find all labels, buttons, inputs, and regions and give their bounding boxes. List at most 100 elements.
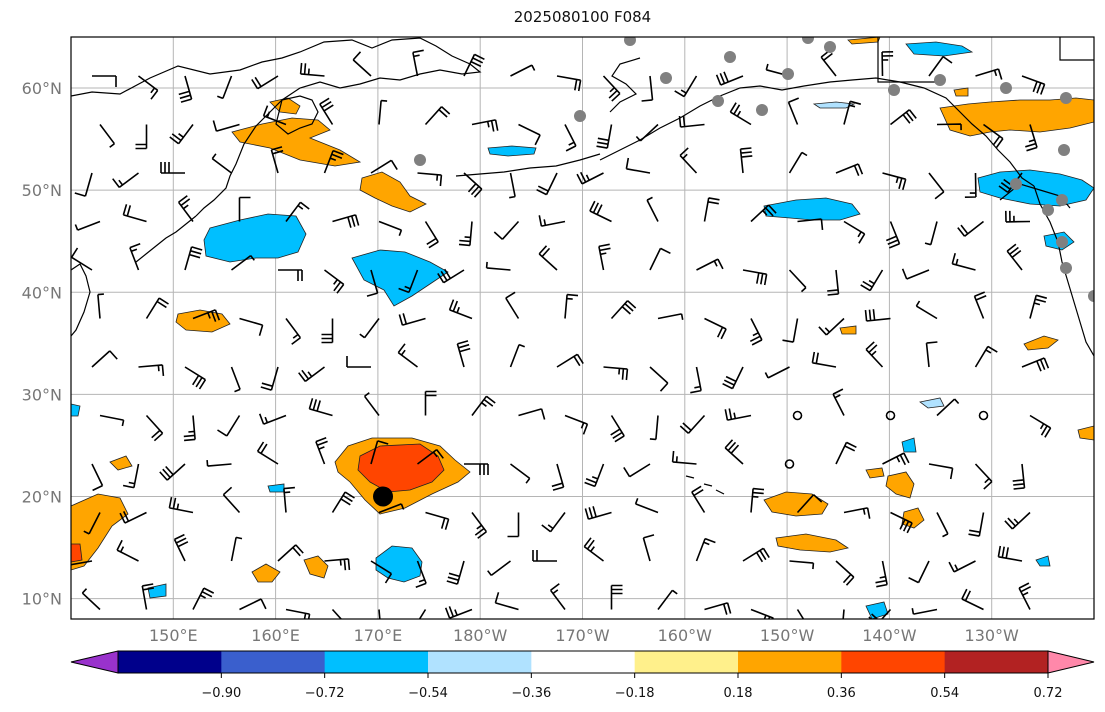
wind-barb: [471, 395, 496, 416]
wind-barb: [843, 100, 862, 125]
wind-barb: [92, 75, 117, 87]
wind-barb: [657, 313, 684, 320]
strong-positive-anomaly-patch: [71, 543, 83, 563]
wind-barb: [173, 533, 189, 562]
wind-barb: [417, 172, 443, 187]
wind-barb: [811, 351, 837, 368]
wind-barb: [536, 172, 558, 196]
wind-barb: [911, 608, 938, 615]
wind-barb: [864, 309, 891, 322]
wind-barb: [788, 269, 807, 293]
wind-barb: [366, 269, 379, 297]
wind-barb: [417, 448, 444, 465]
station-dot: [782, 68, 794, 80]
wind-barb: [230, 366, 241, 393]
wind-barb: [458, 221, 473, 247]
station-dot: [1042, 204, 1054, 216]
station-dot: [1088, 290, 1094, 302]
wind-barb: [1005, 210, 1031, 223]
wind-barb: [169, 124, 194, 145]
wind-barb: [91, 350, 118, 368]
positive-anomaly-patch: [865, 467, 885, 479]
longitude-label: 150°W: [760, 626, 815, 645]
wind-barb: [1021, 75, 1046, 95]
wind-barb: [679, 414, 706, 434]
negative-anomaly-patch: [375, 545, 423, 583]
wind-barb: [865, 341, 884, 368]
wind-barb: [323, 149, 344, 174]
station-dot: [624, 37, 636, 46]
latitude-label: 10°N: [22, 590, 62, 609]
wind-barb: [278, 269, 303, 281]
wind-barb: [603, 366, 629, 381]
wind-barb: [346, 356, 371, 368]
canada-border: [877, 37, 1094, 83]
wind-barb: [576, 171, 604, 185]
wind-barb: [997, 545, 1023, 562]
wind-barb: [464, 463, 489, 475]
positive-anomaly-patch: [303, 555, 329, 579]
wind-barb: [750, 608, 775, 619]
wind-barb: [505, 291, 520, 319]
wind-barb: [589, 200, 612, 223]
wind-barb: [184, 246, 203, 271]
wind-barb: [968, 512, 985, 537]
wind-barb: [1012, 463, 1026, 490]
wind-barb: [538, 245, 558, 271]
colorbar-segment: [738, 651, 842, 673]
wind-barb: [494, 592, 519, 611]
longitude-label: 170°W: [555, 626, 610, 645]
wind-barb: [129, 242, 141, 271]
strong-positive-anomaly-patch: [357, 443, 445, 493]
wind-barb: [463, 53, 485, 77]
wind-barb: [239, 598, 267, 611]
wind-barb: [749, 318, 763, 346]
wind-barb: [1029, 414, 1052, 438]
wind-barb: [231, 254, 255, 271]
wind-barb: [882, 172, 907, 191]
wind-barb: [456, 340, 471, 368]
station-dot: [802, 37, 814, 44]
wind-barb: [789, 560, 815, 570]
aleutian-islands: [455, 153, 601, 177]
wind-barb: [983, 123, 1004, 148]
wind-barb: [378, 503, 405, 514]
wind-barb: [321, 318, 334, 344]
kuril-islands: [135, 215, 197, 263]
wind-barb: [532, 550, 557, 562]
negative-anomaly-patch: [351, 249, 449, 307]
positive-anomaly-patch: [775, 533, 850, 553]
wind-barb: [715, 71, 744, 86]
colorbar-tick-label: 0.72: [1034, 686, 1063, 701]
wind-barb: [948, 560, 976, 573]
colorbar-segment: [118, 651, 222, 673]
calm-wind-circle: [885, 410, 896, 421]
wind-barb: [74, 220, 101, 231]
negative-anomaly-patch: [919, 397, 945, 409]
wind-barb: [160, 162, 185, 174]
wind-barb: [446, 560, 465, 585]
wind-barb: [239, 317, 264, 336]
station-dot: [574, 110, 586, 122]
wind-barb: [471, 512, 488, 539]
colorbar-tick-label: 0.36: [827, 686, 856, 701]
wind-barb: [951, 252, 976, 271]
wind-barb: [739, 147, 753, 174]
wind-barb: [471, 119, 499, 132]
wind-barb: [91, 463, 104, 492]
station-dot: [1058, 144, 1070, 156]
wind-barb: [510, 64, 536, 77]
wind-barb: [298, 366, 325, 383]
longitude-label: 180°W: [453, 626, 508, 645]
colorbar-segment: [428, 651, 532, 673]
positive-anomaly-patch: [885, 471, 915, 499]
wind-barb: [908, 560, 930, 584]
storm-position-marker: [373, 486, 394, 507]
wind-barb: [415, 560, 427, 589]
wind-barb: [1025, 124, 1038, 152]
wind-barb: [843, 507, 871, 519]
graticule: [71, 37, 1094, 619]
wind-barb: [81, 588, 101, 611]
wind-barb: [138, 364, 165, 376]
